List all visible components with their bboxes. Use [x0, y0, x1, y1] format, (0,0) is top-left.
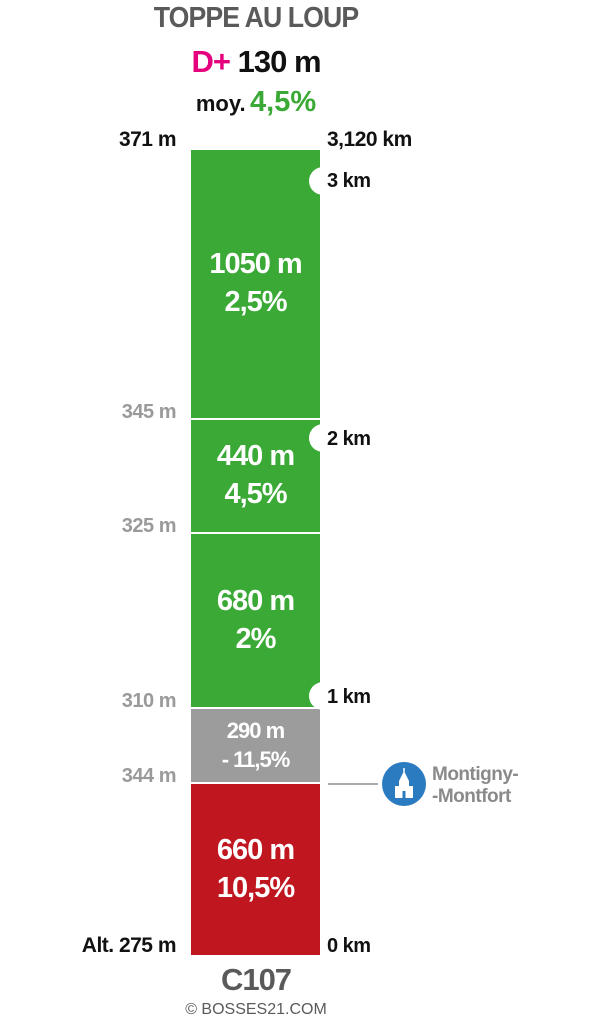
segment-divider: [191, 782, 320, 784]
elevation-gain-label: D+: [191, 44, 230, 79]
segment-divider: [191, 532, 320, 534]
segment-3-grade: 2%: [235, 622, 277, 655]
segment-divider: [191, 707, 320, 709]
altitude-label: 325 m: [121, 515, 177, 537]
segment-1-length: 1050 m: [209, 248, 302, 281]
altitude-label: 310 m: [121, 690, 177, 712]
segment-4-grade: - 11,5%: [221, 746, 291, 772]
km-marker-notch: [309, 424, 331, 452]
segment-5: 660 m 10,5%: [191, 784, 320, 955]
segment-1-grade: 2,5%: [224, 286, 287, 318]
segment-4-length: 290 m: [226, 717, 285, 743]
segment-5-grade: 10,5%: [216, 871, 295, 904]
top-distance: 3,120 km: [327, 128, 412, 151]
km-marker-notch: [309, 682, 331, 710]
road-number: C107: [220, 962, 292, 997]
poi-name-line2: -Montfort: [432, 786, 511, 807]
segment-divider: [191, 418, 320, 420]
segment-3-length: 680 m: [216, 584, 295, 617]
top-altitude: 371 m: [118, 128, 177, 151]
bottom-distance: 0 km: [327, 935, 371, 957]
segment-4: 290 m - 11,5%: [191, 709, 320, 782]
segment-2-length: 440 m: [216, 440, 295, 473]
segment-5-length: 660 m: [216, 833, 295, 866]
segment-3: 680 m 2%: [191, 534, 320, 707]
altitude-label: 345 m: [121, 401, 177, 423]
elevation-gain: D+ 130 m: [0, 44, 512, 80]
bottom-altitude: Alt. 275 m: [81, 934, 177, 957]
copyright-credit: © BOSSES21.COM: [185, 1001, 327, 1018]
climb-title: TOPPE AU LOUP: [153, 2, 359, 34]
average-grade: moy. 4,5%: [0, 86, 512, 119]
km-marker-3: 3 km: [327, 170, 371, 192]
poi-leader-line: [328, 783, 378, 785]
poi-name: Montigny- -Montfort: [432, 764, 519, 808]
km-marker-1: 1 km: [327, 686, 371, 708]
km-marker-notch: [309, 167, 331, 195]
segment-2-grade: 4,5%: [224, 478, 287, 510]
average-grade-label: moy.: [195, 91, 246, 116]
segment-2: 440 m 4,5%: [191, 420, 320, 532]
km-marker-2: 2 km: [327, 428, 371, 450]
altitude-label: 344 m: [121, 765, 177, 787]
elevation-gain-value: 130 m: [237, 44, 322, 79]
average-grade-value: 4,5%: [250, 86, 317, 118]
poi-name-line1: Montigny-: [432, 764, 519, 785]
church-icon: [382, 762, 426, 806]
segment-1: 1050 m 2,5%: [191, 150, 320, 418]
